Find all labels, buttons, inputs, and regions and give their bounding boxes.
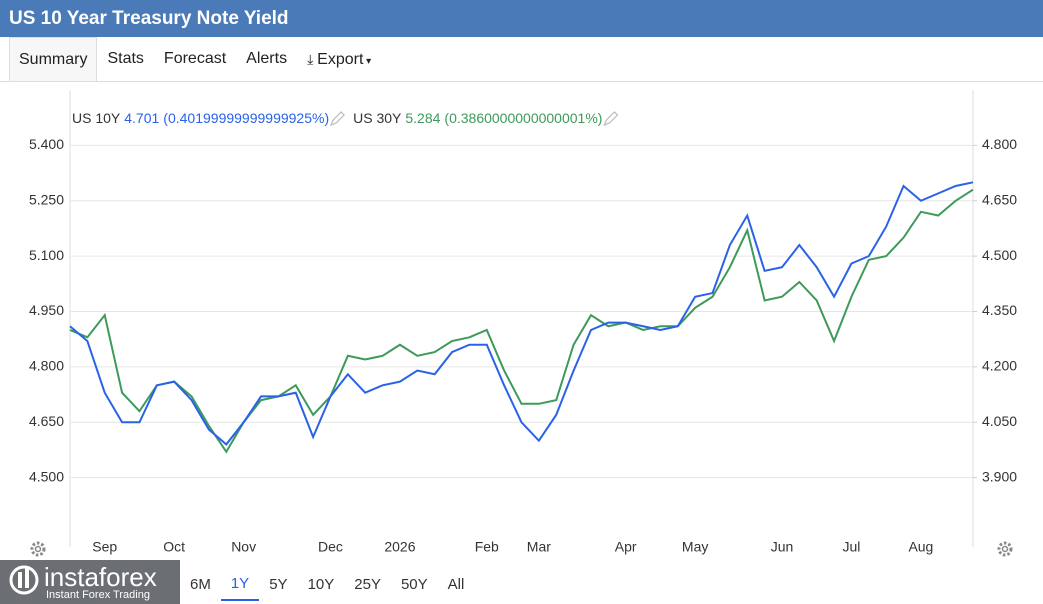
y-tick-label: 5.100 — [29, 247, 64, 263]
y-tick-label: 4.800 — [29, 358, 64, 374]
range-button[interactable]: 10Y — [307, 575, 335, 593]
y2-tick-label: 4.350 — [982, 302, 1017, 318]
tab-bar: Summary Stats Forecast Alerts ⤓ Export ▾ — [0, 37, 1043, 82]
x-tick-label: Jul — [842, 539, 860, 555]
y-tick-label: 4.950 — [29, 302, 64, 318]
range-button[interactable]: 1Y — [220, 569, 260, 601]
tab[interactable]: Stats — [107, 50, 144, 67]
chart: 4.500 4.650 4.800 4.950 5.100 5.250 5.400 3.900… — [10, 82, 1038, 562]
y-tick-label: 4.650 — [29, 413, 64, 429]
y2-tick-label: 4.500 — [982, 247, 1017, 263]
tab-label: Export — [317, 51, 364, 68]
legend-change: (0.40199999999999925%) — [163, 110, 329, 126]
chart-frame — [10, 82, 1038, 562]
legend-entry: US 30Y 5.284 (0.3860000000000001%) — [353, 110, 602, 126]
series-line — [69, 181, 974, 446]
y2-tick-label: 4.650 — [982, 191, 1017, 207]
legend-value: 4.701 — [124, 110, 159, 126]
x-tick-label: Sep — [92, 539, 117, 555]
x-tick-label: Oct — [163, 539, 185, 555]
legend-name: US 30Y — [353, 110, 402, 126]
range-button[interactable]: All — [447, 575, 465, 593]
y2-tick-label: 3.900 — [982, 468, 1017, 484]
logo-name: instaforex — [44, 562, 157, 592]
x-tick-label: Dec — [318, 539, 343, 555]
y-tick-label: 4.500 — [29, 468, 64, 484]
edit-icon — [330, 111, 345, 127]
x-tick-label: Mar — [527, 539, 551, 555]
x-tick-label: May — [682, 539, 708, 555]
logo-icon — [9, 565, 39, 595]
legend-entry: US 10Y 4.701 (0.40199999999999925%) — [72, 110, 329, 126]
y2-tick-label: 4.800 — [982, 136, 1017, 152]
range-button[interactable]: 6M — [190, 575, 211, 593]
x-tick-label: Feb — [475, 539, 499, 555]
y2-tick-label: 4.050 — [982, 413, 1017, 429]
y-tick-label: 5.400 — [29, 136, 64, 152]
range-bar: 6M 1Y 5Y 10Y 25Y 50Y All — [180, 565, 474, 604]
legend-name: US 10Y — [72, 110, 121, 126]
legend-value: 5.284 — [405, 110, 440, 126]
logo: instaforex Instant Forex Trading — [0, 560, 180, 604]
x-tick-label: 2026 — [384, 539, 415, 555]
range-button[interactable]: 25Y — [354, 575, 381, 593]
x-tick-label: Aug — [908, 539, 933, 555]
edit-icon — [603, 111, 619, 127]
tab[interactable]: Forecast — [163, 50, 227, 67]
range-button[interactable]: 5Y — [269, 575, 288, 593]
tab[interactable]: Summary — [9, 37, 98, 81]
logo-tagline: Instant Forex Trading — [46, 589, 150, 601]
legend-change: (0.3860000000000001%) — [444, 110, 602, 126]
settings-icon[interactable] — [30, 541, 46, 557]
x-tick-label: Apr — [615, 539, 637, 555]
range-button[interactable]: 50Y — [400, 575, 428, 593]
series-line — [69, 188, 974, 454]
y2-tick-label: 4.200 — [982, 358, 1017, 374]
title-bar: US 10 Year Treasury Note Yield — [0, 0, 1043, 37]
tab[interactable]: ⤓ Export ▾ — [307, 51, 372, 68]
tab[interactable]: Alerts — [246, 50, 288, 67]
settings-icon[interactable] — [997, 541, 1013, 557]
x-tick-label: Nov — [231, 539, 256, 555]
x-tick-label: Jun — [771, 539, 794, 555]
y-tick-label: 5.250 — [29, 191, 64, 207]
